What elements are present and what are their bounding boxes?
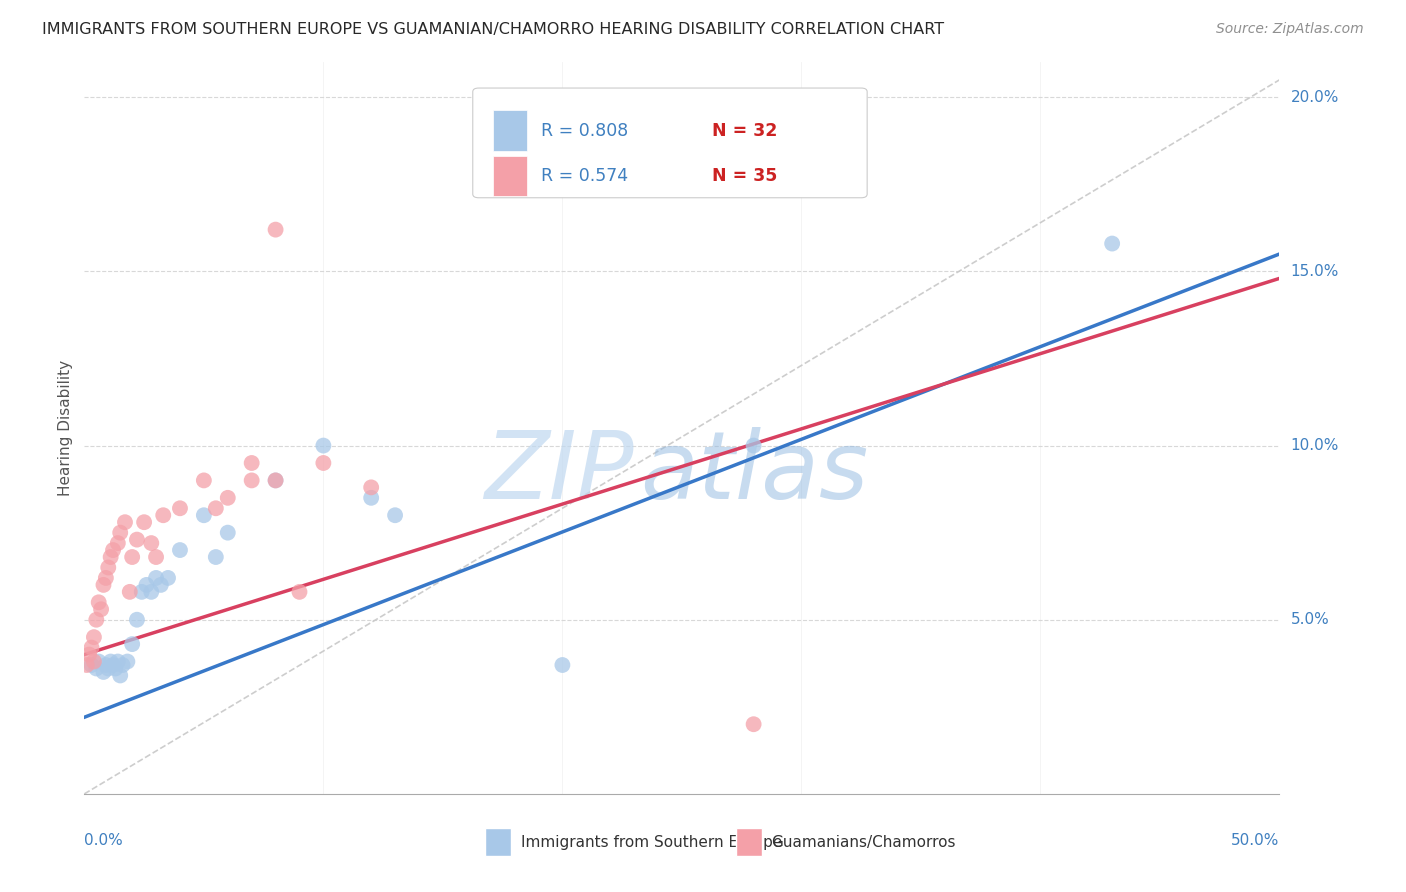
Text: Guamanians/Chamorros: Guamanians/Chamorros bbox=[772, 836, 956, 850]
Point bbox=[118, 585, 141, 599]
Point bbox=[114, 515, 136, 529]
Text: 15.0%: 15.0% bbox=[1291, 264, 1339, 279]
Point bbox=[94, 571, 117, 585]
Point bbox=[360, 480, 382, 494]
Bar bbox=[735, 829, 762, 856]
Point bbox=[169, 543, 191, 558]
Point bbox=[157, 571, 180, 585]
Text: N = 35: N = 35 bbox=[711, 167, 778, 185]
Point bbox=[193, 474, 215, 488]
Point bbox=[101, 543, 124, 558]
Text: atlas: atlas bbox=[640, 426, 869, 517]
Point bbox=[1101, 236, 1123, 251]
Bar bbox=[494, 155, 527, 195]
Point bbox=[87, 595, 110, 609]
Point bbox=[217, 491, 239, 505]
Point bbox=[86, 613, 108, 627]
Point bbox=[97, 661, 120, 675]
Point bbox=[141, 536, 163, 550]
Point bbox=[240, 456, 263, 470]
Point bbox=[131, 585, 153, 599]
Text: 0.0%: 0.0% bbox=[84, 833, 124, 847]
Text: 10.0%: 10.0% bbox=[1291, 438, 1339, 453]
Point bbox=[264, 474, 287, 488]
Point bbox=[205, 501, 228, 516]
Point bbox=[86, 661, 108, 675]
Point bbox=[312, 456, 335, 470]
Point bbox=[83, 630, 105, 644]
Point bbox=[100, 655, 122, 669]
Point bbox=[125, 533, 148, 547]
Text: R = 0.574: R = 0.574 bbox=[541, 167, 628, 185]
Point bbox=[94, 658, 117, 673]
Point bbox=[80, 640, 103, 655]
Point bbox=[90, 602, 112, 616]
Point bbox=[93, 578, 115, 592]
Text: IMMIGRANTS FROM SOUTHERN EUROPE VS GUAMANIAN/CHAMORRO HEARING DISABILITY CORRELA: IMMIGRANTS FROM SOUTHERN EUROPE VS GUAMA… bbox=[42, 22, 945, 37]
Point bbox=[132, 515, 156, 529]
Point bbox=[205, 549, 228, 564]
Text: R = 0.808: R = 0.808 bbox=[541, 121, 628, 140]
Point bbox=[100, 549, 122, 564]
Point bbox=[240, 474, 263, 488]
Point bbox=[80, 658, 103, 673]
Point bbox=[264, 474, 287, 488]
Point bbox=[101, 658, 124, 673]
Point bbox=[110, 525, 132, 540]
Point bbox=[107, 536, 129, 550]
FancyBboxPatch shape bbox=[472, 88, 868, 198]
Point bbox=[125, 613, 148, 627]
Point bbox=[121, 549, 143, 564]
Point bbox=[83, 655, 105, 669]
Point bbox=[121, 637, 143, 651]
Text: 5.0%: 5.0% bbox=[1291, 612, 1329, 627]
Point bbox=[117, 655, 139, 669]
Point bbox=[288, 585, 311, 599]
Point bbox=[77, 648, 100, 662]
Point bbox=[110, 668, 132, 682]
Point bbox=[149, 578, 172, 592]
Point bbox=[152, 508, 174, 523]
Point bbox=[93, 665, 115, 679]
Point bbox=[145, 549, 167, 564]
Text: Immigrants from Southern Europe: Immigrants from Southern Europe bbox=[520, 836, 782, 850]
Y-axis label: Hearing Disability: Hearing Disability bbox=[58, 360, 73, 496]
Point bbox=[107, 655, 129, 669]
Point bbox=[312, 439, 335, 453]
Point bbox=[104, 661, 127, 675]
Text: Source: ZipAtlas.com: Source: ZipAtlas.com bbox=[1216, 22, 1364, 37]
Point bbox=[135, 578, 157, 592]
Point bbox=[76, 658, 98, 673]
Text: N = 32: N = 32 bbox=[711, 121, 778, 140]
Point bbox=[97, 560, 120, 574]
Point bbox=[551, 658, 574, 673]
Point bbox=[87, 655, 110, 669]
Bar bbox=[494, 111, 527, 151]
Point bbox=[145, 571, 167, 585]
Point bbox=[141, 585, 163, 599]
Text: ZIP: ZIP bbox=[485, 426, 634, 517]
Text: 20.0%: 20.0% bbox=[1291, 90, 1339, 104]
Point bbox=[193, 508, 215, 523]
Point bbox=[111, 658, 134, 673]
Point bbox=[384, 508, 406, 523]
Point bbox=[169, 501, 191, 516]
Point bbox=[360, 491, 382, 505]
Point bbox=[742, 717, 765, 731]
Point bbox=[264, 222, 287, 236]
Text: 50.0%: 50.0% bbox=[1232, 833, 1279, 847]
Bar bbox=[485, 829, 510, 856]
Point bbox=[742, 439, 765, 453]
Point bbox=[217, 525, 239, 540]
